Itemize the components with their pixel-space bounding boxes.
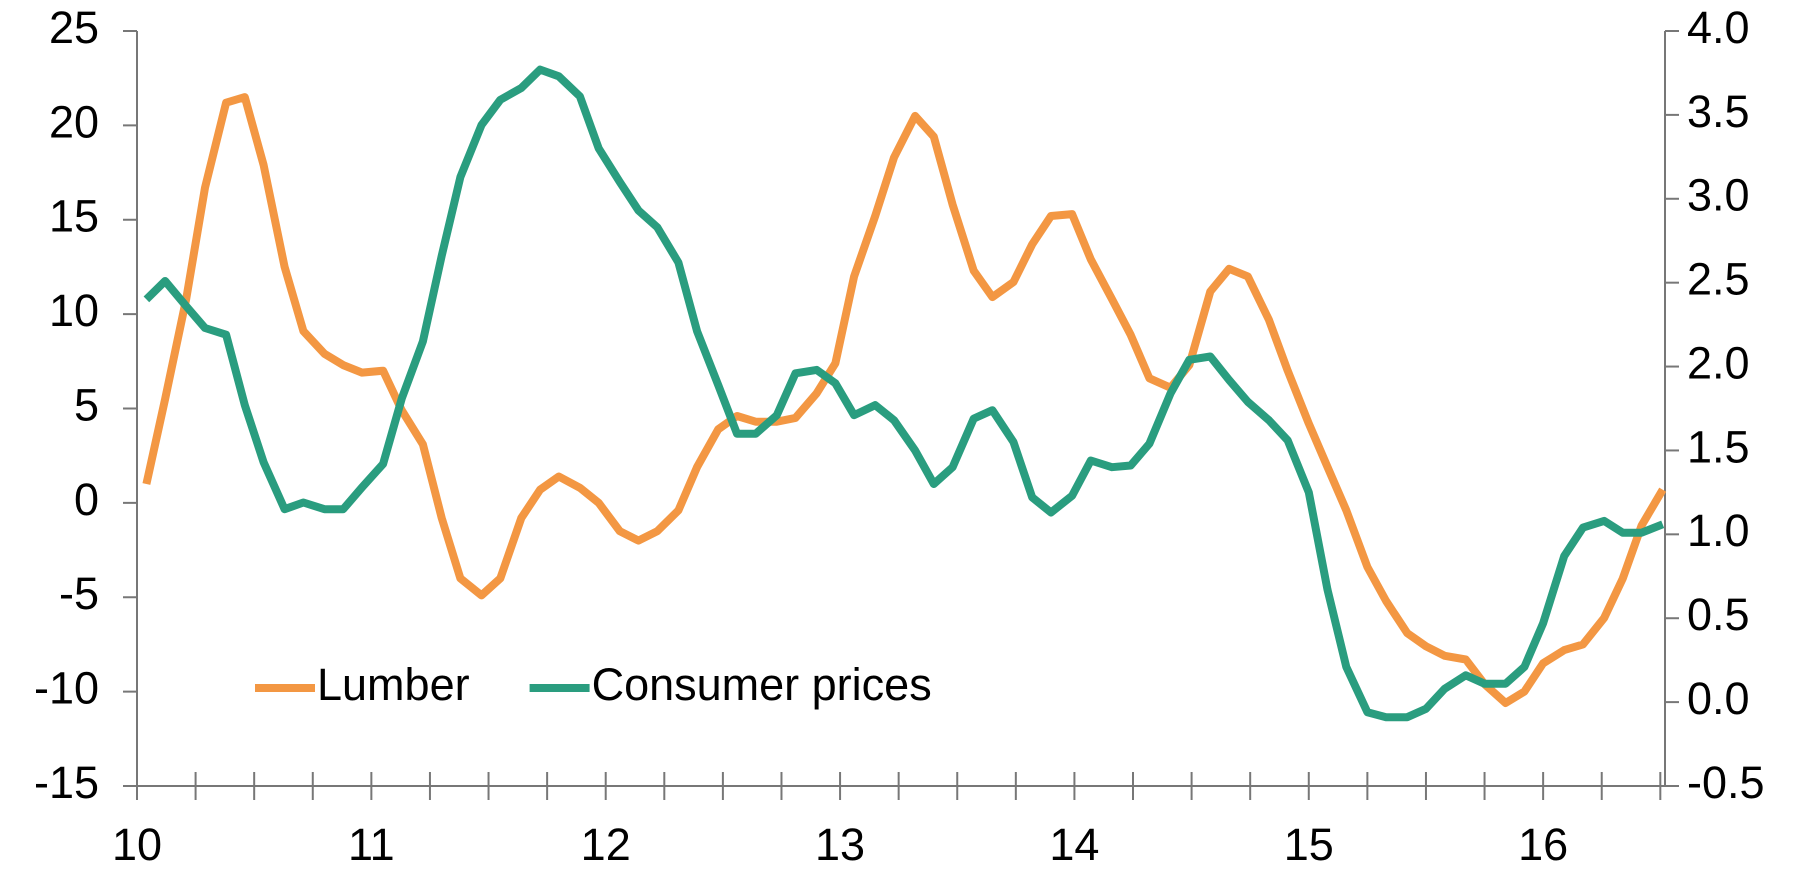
y-tick-label: 25	[49, 2, 99, 53]
y-tick-label: 15	[49, 191, 99, 242]
y2-tick-label: 1.5	[1687, 421, 1750, 472]
y-tick-label: 0	[74, 474, 99, 525]
legend-label: Lumber	[317, 659, 470, 710]
x-tick-label: 10	[112, 819, 162, 870]
y-tick-label: 20	[49, 96, 99, 147]
y2-tick-label: 0.5	[1687, 589, 1750, 640]
y2-tick-label: 4.0	[1687, 2, 1750, 53]
y2-tick-label: 2.0	[1687, 337, 1750, 388]
y-tick-label: 10	[49, 285, 99, 336]
y2-tick-label: 0.0	[1687, 673, 1750, 724]
y-tick-label: -5	[59, 568, 99, 619]
y2-tick-label: 3.0	[1687, 170, 1750, 221]
x-tick-label: 14	[1049, 819, 1099, 870]
x-tick-label: 16	[1518, 819, 1568, 870]
x-tick-label: 12	[581, 819, 631, 870]
x-tick-label: 11	[348, 819, 395, 870]
y2-tick-label: 2.5	[1687, 254, 1750, 305]
series-line	[142, 93, 1667, 707]
y-tick-label: 5	[74, 379, 99, 430]
y2-tick-label: 1.0	[1687, 505, 1750, 556]
legend-label: Consumer prices	[592, 659, 932, 710]
y2-tick-label: -0.5	[1687, 757, 1765, 808]
y-tick-label: -15	[34, 757, 99, 808]
x-tick-label: 15	[1284, 819, 1334, 870]
y2-tick-label: 3.5	[1687, 86, 1750, 137]
series-line	[143, 65, 1665, 722]
y-tick-label: -10	[34, 663, 99, 714]
x-tick-label: 13	[815, 819, 865, 870]
